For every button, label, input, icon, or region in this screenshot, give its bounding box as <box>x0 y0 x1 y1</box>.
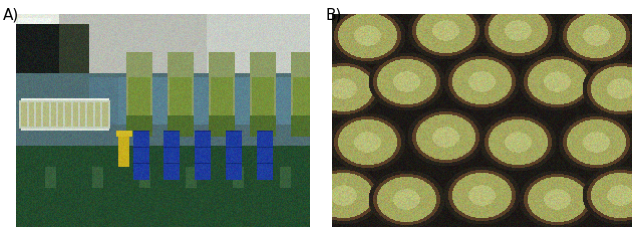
Text: A): A) <box>3 7 19 22</box>
Text: B): B) <box>325 7 341 22</box>
